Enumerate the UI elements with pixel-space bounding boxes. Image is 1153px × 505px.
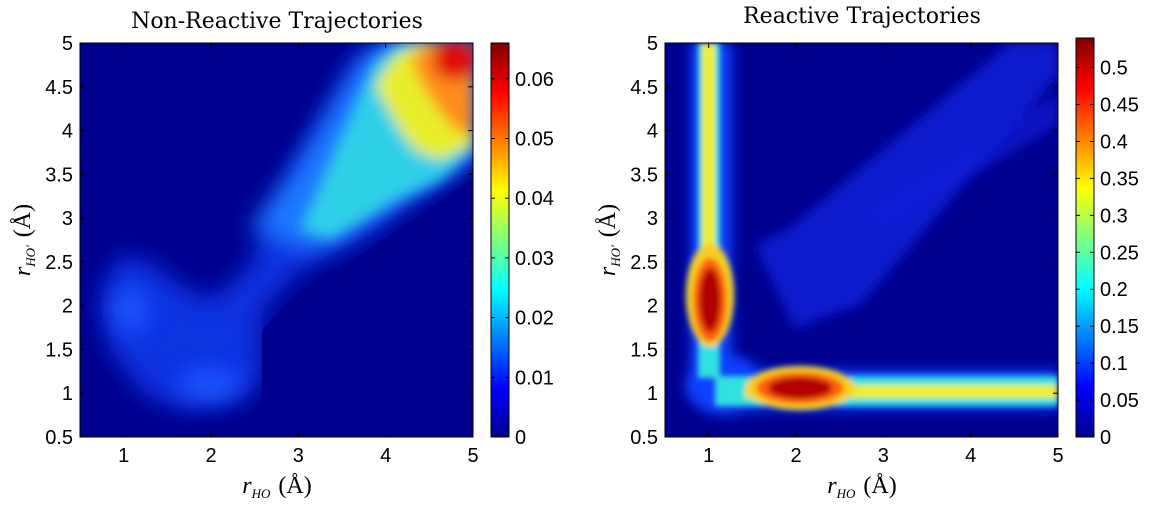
chart-reactive: Reactive Trajectories	[595, 4, 1139, 501]
x-axis-label: rHO (Å)	[242, 473, 311, 501]
colorbar-tick-label: 0.5	[1100, 58, 1128, 80]
colorbar-tick-label: 0.06	[515, 69, 554, 91]
plot-frame	[664, 42, 1059, 438]
axes: 1 2 3 4 5 0.5 1 1.5 2 2.5 3 3.5 4 4.5 5	[630, 33, 1063, 467]
colorbar-tick-label: 0.45	[1100, 95, 1139, 117]
colorbar-tick-label: 0	[515, 427, 526, 449]
x-tick-label: 2	[790, 445, 801, 467]
y-tick-label: 4	[647, 121, 658, 143]
colorbar-tick-label: 0.4	[1100, 131, 1128, 153]
x-tick-label: 5	[1052, 445, 1063, 467]
colorbar-tick-label: 0.02	[515, 308, 554, 330]
y-tick-label: 5	[62, 33, 73, 55]
x-tick-label: 4	[965, 445, 976, 467]
colorbar-tick-label: 0.15	[1100, 316, 1139, 338]
y-tick-label: 2	[62, 296, 73, 318]
x-tick-label: 3	[878, 445, 889, 467]
axes: 1 2 3 4 5 0.5 1 1.5 2 2.5 3 3.5 4 4.5 5	[45, 33, 478, 467]
colorbar-tick-label: 0.25	[1100, 242, 1139, 264]
y-axis-label: rHO'(Å)	[595, 204, 623, 276]
y-tick-label: 2	[647, 296, 658, 318]
x-tick-label: 4	[380, 445, 391, 467]
density-field	[100, 43, 473, 437]
colorbar-gradient	[490, 42, 510, 438]
x-tick-label: 1	[118, 445, 129, 467]
y-tick-label: 5	[647, 33, 658, 55]
chart-title: Non-Reactive Trajectories	[131, 9, 423, 34]
colorbar-gradient	[1075, 37, 1095, 438]
x-tick-label: 1	[703, 445, 714, 467]
colorbar-tick-label: 0.04	[515, 188, 554, 210]
x-tick-label: 2	[205, 445, 216, 467]
plot-frame	[79, 42, 474, 438]
y-tick-label: 3	[62, 208, 73, 230]
y-axis-label: rHO'(Å)	[10, 204, 38, 276]
x-tick-label: 3	[293, 445, 304, 467]
colorbar-tick-label: 0.3	[1100, 205, 1128, 227]
colorbar-ticks: 0 0.05 0.1 0.15 0.2 0.25 0.3 0.35 0.4 0.45 0.5	[1076, 58, 1139, 449]
maximum-horizontal	[768, 377, 832, 399]
heatmap-plot-area	[79, 42, 474, 438]
colorbar-ticks: 0 0.01 0.02 0.03 0.04 0.05 0.06	[491, 69, 554, 449]
y-tick-label: 1.5	[45, 339, 73, 361]
colorbar-tick-label: 0.05	[515, 129, 554, 151]
y-tick-label: 4.5	[45, 77, 73, 99]
y-tick-label: 4	[62, 121, 73, 143]
colorbar-tick-label: 0.1	[1100, 353, 1128, 375]
colorbar-tick-label: 0.03	[515, 248, 554, 270]
colorbar-tick-label: 0.2	[1100, 279, 1128, 301]
colorbar-tick-label: 0	[1100, 427, 1111, 449]
y-tick-label: 1	[62, 383, 73, 405]
density-band-cutoff	[262, 178, 473, 437]
y-tick-label: 4.5	[630, 77, 658, 99]
density-maximum	[433, 43, 473, 80]
chart-non-reactive: Non-Reactive Trajectories	[10, 9, 554, 501]
y-tick-label: 2.5	[45, 252, 73, 274]
y-tick-label: 1	[647, 383, 658, 405]
colorbar: 0 0.05 0.1 0.15 0.2 0.25 0.3 0.35 0.4 0.45 0.5	[1075, 37, 1139, 449]
chart-title: Reactive Trajectories	[743, 4, 981, 29]
faint-diagonal-band-upper	[860, 95, 1058, 230]
y-tick-label: 3.5	[630, 164, 658, 186]
y-tick-label: 2.5	[630, 252, 658, 274]
colorbar-tick-label: 0.35	[1100, 168, 1139, 190]
colorbar-tick-label: 0.05	[1100, 390, 1139, 412]
colorbar: 0 0.01 0.02 0.03 0.04 0.05 0.06	[490, 42, 554, 449]
y-tick-label: 0.5	[630, 427, 658, 449]
y-tick-label: 1.5	[630, 339, 658, 361]
colorbar-tick-label: 0.01	[515, 367, 554, 389]
x-tick-label: 5	[467, 445, 478, 467]
y-tick-label: 0.5	[45, 427, 73, 449]
heatmap-plot-area	[664, 42, 1059, 438]
y-tick-label: 3	[647, 208, 658, 230]
maximum-vertical	[699, 268, 721, 332]
density-field	[685, 43, 1058, 415]
density-lobe-upper	[178, 369, 242, 401]
x-axis-label: rHO (Å)	[827, 473, 896, 501]
density-lobe-left	[112, 286, 148, 334]
y-tick-label: 3.5	[45, 164, 73, 186]
